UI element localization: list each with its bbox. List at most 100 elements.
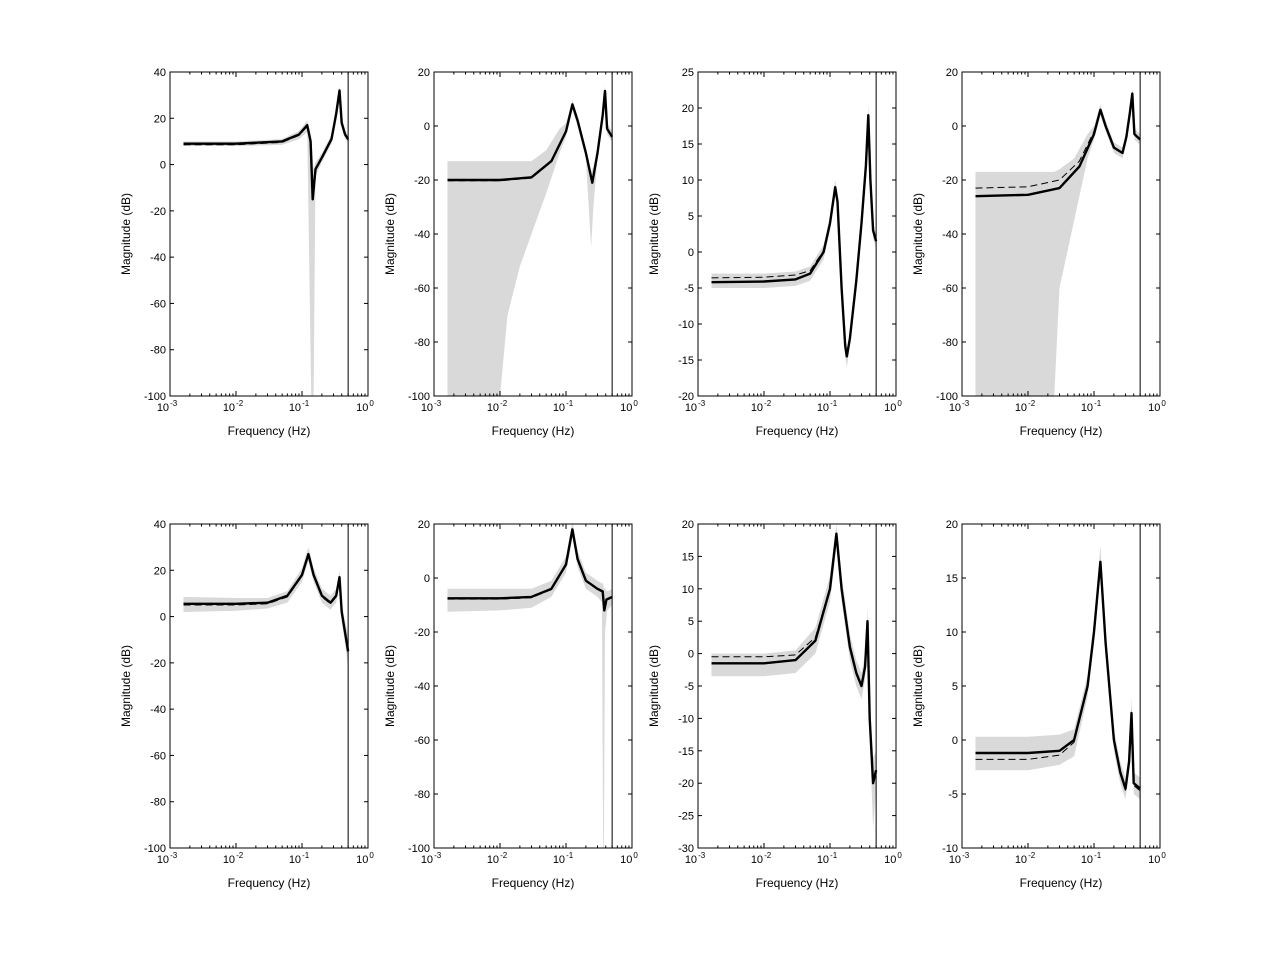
x-tick-label: 10-3 [421,851,442,866]
confidence-band [447,524,613,848]
y-tick-label: 20 [946,67,958,79]
x-axis-label: Frequency (Hz) [492,424,575,438]
x-tick-label: 100 [884,851,902,866]
reference-line [183,92,349,198]
x-tick-label: 100 [620,399,638,414]
y-tick-label: 0 [952,735,958,747]
x-axis-label: Frequency (Hz) [1020,876,1103,890]
axes-box [961,523,1161,849]
y-tick-label: -80 [414,789,430,801]
x-tick-label: 100 [356,851,374,866]
x-tick-label: 10-3 [157,851,178,866]
x-tick-label: 100 [1148,399,1166,414]
y-tick-label: 0 [160,160,166,172]
y-tick-label: -100 [144,843,166,855]
x-axis-label: Frequency (Hz) [756,876,839,890]
confidence-band [975,88,1141,396]
y-tick-label: 20 [682,519,694,531]
y-tick-label: 5 [688,616,694,628]
y-tick-label: -80 [414,337,430,349]
x-tick-label: 10-1 [289,399,310,414]
y-tick-label: -100 [144,391,166,403]
subplot-1: -100 -80 -60 -40 -20 0 20 40 10-3 10-2 10-1 100 Freq… [119,67,374,438]
x-tick-label: 100 [356,399,374,414]
y-tick-label: -80 [942,337,958,349]
subplot-4: -100 -80 -60 -40 -20 0 20 10-3 10-2 10-1 100 Freque… [911,67,1166,438]
reference-line [447,91,613,184]
reference-line [711,114,877,357]
y-tick-label: -60 [942,283,958,295]
x-tick-label: 10-2 [487,851,508,866]
axes-box [169,523,369,849]
x-tick-label: 10-3 [685,399,706,414]
y-tick-label: 0 [688,247,694,259]
y-tick-label: -10 [678,713,694,725]
y-tick-label: -20 [150,206,166,218]
y-tick-label: -60 [414,735,430,747]
subplot-6: -100 -80 -60 -40 -20 0 20 10-3 10-2 10-1 100 Freque… [383,519,638,890]
y-tick-label: -100 [936,391,958,403]
reference-line [975,563,1141,792]
reference-line [447,529,613,612]
y-tick-label: 15 [682,139,694,151]
subplot-8: -10 -5 0 5 10 15 20 10-3 10-2 10-1 100 Frequency (H… [911,519,1166,890]
y-tick-label: -15 [678,746,694,758]
y-tick-label: 0 [688,649,694,661]
y-tick-label: -20 [150,658,166,670]
reference-line [711,533,877,784]
x-tick-label: 10-3 [421,399,442,414]
estimate-line [183,89,350,201]
y-tick-label: -20 [414,175,430,187]
x-tick-label: 10-1 [1081,399,1102,414]
y-tick-label: 20 [418,519,430,531]
y-tick-label: -40 [150,704,166,716]
y-tick-label: 5 [688,211,694,223]
y-tick-label: 20 [154,113,166,125]
x-tick-label: 10-1 [1081,851,1102,866]
y-axis-label: Magnitude (dB) [383,193,397,275]
x-tick-label: 10-2 [487,399,508,414]
y-tick-label: 40 [154,67,166,79]
x-tick-label: 100 [1148,851,1166,866]
subplot-7: -30 -25 -20 -15 -10 -5 0 5 10 15 20 10-3 10-2 10-1 100… [647,519,902,890]
plot-area [183,524,350,848]
x-tick-label: 10-3 [685,851,706,866]
y-tick-label: 15 [946,573,958,585]
y-tick-label: 0 [160,612,166,624]
confidence-band [447,85,613,396]
x-tick-label: 10-3 [157,399,178,414]
y-tick-label: 0 [424,573,430,585]
plot-area [711,72,878,396]
x-tick-label: 10-2 [1015,399,1036,414]
y-tick-label: -5 [684,681,694,693]
x-tick-label: 10-1 [289,851,310,866]
axes-box [697,523,897,849]
y-tick-label: -60 [414,283,430,295]
plot-area [975,524,1141,848]
confidence-band [975,545,1141,800]
y-tick-label: -25 [678,811,694,823]
y-tick-label: 0 [424,121,430,133]
x-tick-label: 10-2 [751,399,772,414]
x-axis-label: Frequency (Hz) [228,424,311,438]
y-tick-label: 20 [154,565,166,577]
plot-area [711,524,878,848]
y-tick-label: 20 [418,67,430,79]
axes-box [169,71,369,397]
estimate-line [711,113,878,358]
x-tick-label: 10-1 [553,851,574,866]
y-tick-label: -30 [678,843,694,855]
y-tick-label: -100 [408,843,430,855]
y-tick-label: -100 [408,391,430,403]
y-tick-label: -40 [414,229,430,241]
y-axis-label: Magnitude (dB) [383,645,397,727]
confidence-band [183,547,349,668]
x-tick-label: 10-3 [949,851,970,866]
x-tick-label: 10-1 [817,851,838,866]
x-tick-label: 10-2 [223,399,244,414]
y-axis-label: Magnitude (dB) [647,645,661,727]
reference-line [975,93,1141,189]
x-axis-label: Frequency (Hz) [1020,424,1103,438]
x-tick-label: 10-2 [1015,851,1036,866]
y-tick-label: 20 [946,519,958,531]
